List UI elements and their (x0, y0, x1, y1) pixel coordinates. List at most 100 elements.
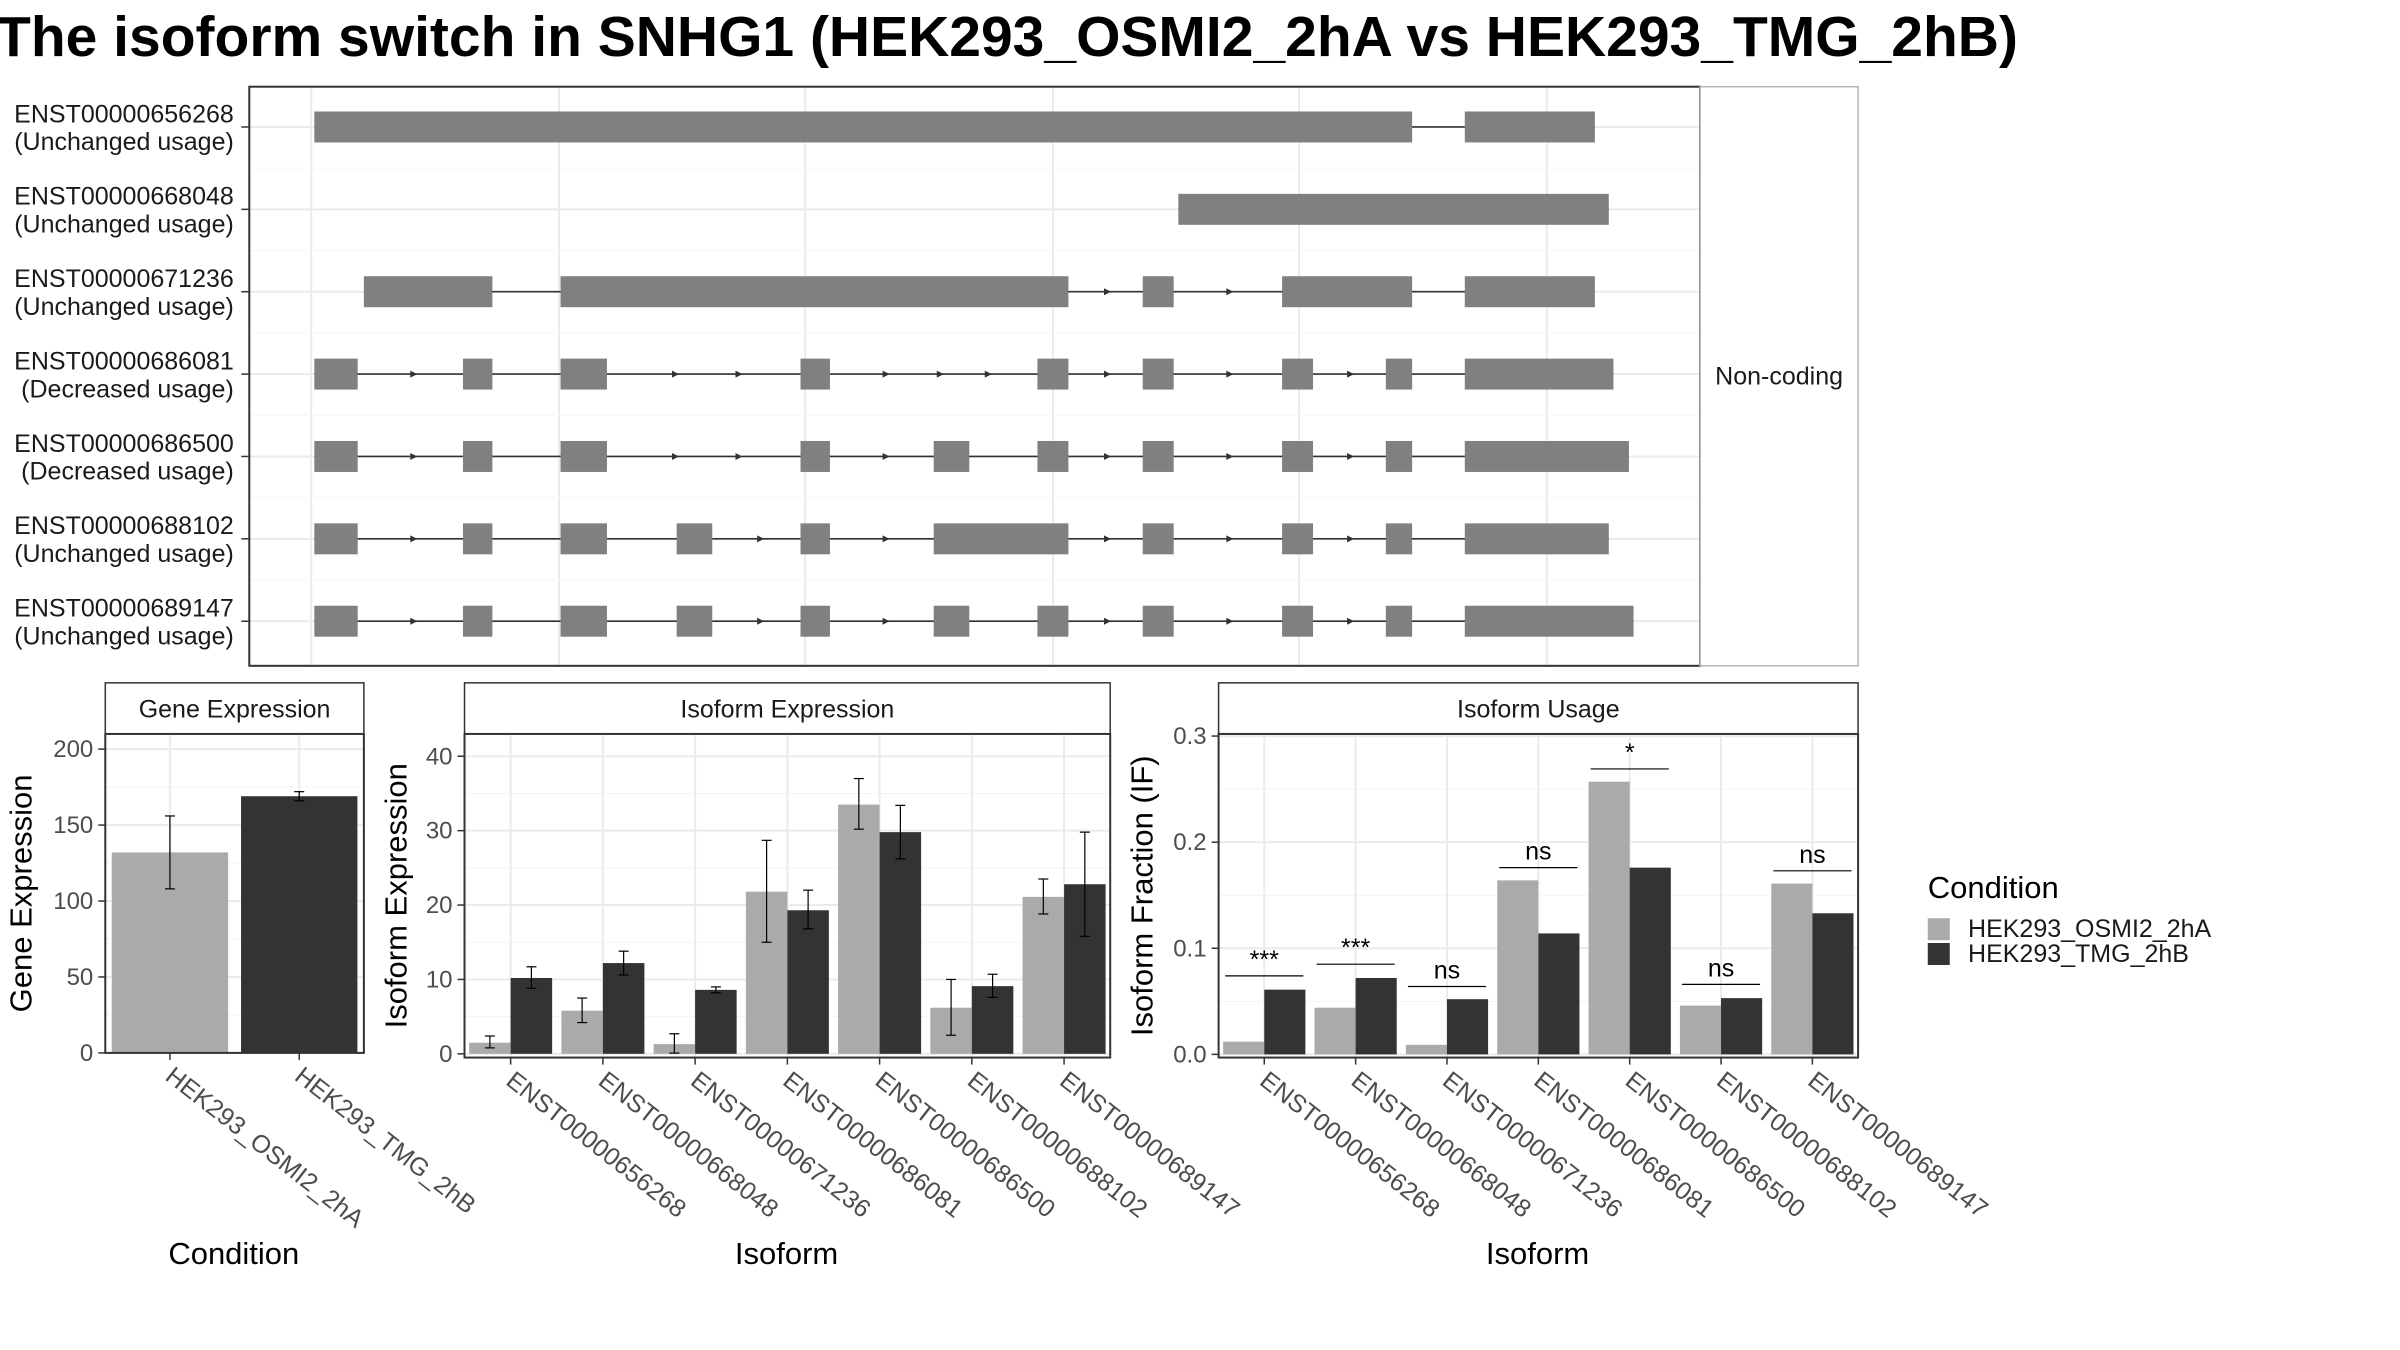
exon-block (363, 276, 493, 308)
intron-arrow (672, 452, 680, 460)
exon-block (314, 523, 358, 555)
intron-arrow (1226, 452, 1234, 460)
legend-label: HEK293_TMG_2hB (1968, 940, 2189, 968)
significance-label: *** (1341, 934, 1370, 962)
intron-arrow (410, 535, 418, 543)
chart-panel-1: Isoform Expression010203040ENST000006562… (378, 682, 1245, 1271)
exon-block (560, 523, 607, 555)
exon-block (1464, 111, 1595, 143)
y-axis-title: Isoform Expression (378, 763, 413, 1028)
legend-label: HEK293_OSMI2_2hA (1968, 915, 2212, 943)
significance-label: *** (1250, 946, 1279, 974)
bar (1223, 1041, 1265, 1055)
transcript-row (314, 523, 1609, 555)
legend-swatch (1927, 918, 1950, 941)
panel-strip (463, 682, 1111, 735)
significance-label: ns (1708, 954, 1734, 982)
intron-arrow (1226, 535, 1234, 543)
intron-arrow (1104, 452, 1112, 460)
transcript-usage-label: (Unchanged usage) (14, 128, 234, 156)
transcript-usage-label: (Decreased usage) (21, 458, 234, 486)
intron-arrow (936, 370, 944, 378)
intron-arrow (1226, 288, 1234, 296)
y-tick-label: 30 (426, 818, 453, 845)
intron-arrow (672, 370, 680, 378)
exon-block (462, 523, 493, 555)
intron-arrow (882, 535, 890, 543)
intron-arrow (410, 370, 418, 378)
panel-strip-title: Isoform Usage (1457, 695, 1620, 723)
bar (1264, 989, 1306, 1055)
exon-block (1282, 440, 1314, 472)
transcript-id-label: ENST00000686081 (14, 347, 234, 375)
bar (1538, 933, 1580, 1055)
panel-strip-title: Isoform Expression (680, 695, 894, 723)
intron-arrow (410, 617, 418, 625)
chart-panel-2: Isoform Usage0.00.10.20.3ENST00000656268… (1125, 682, 1993, 1271)
bar (1679, 1005, 1722, 1055)
exon-block (800, 605, 830, 637)
exon-block (462, 440, 493, 472)
transcript-usage-label: (Unchanged usage) (14, 622, 234, 650)
exon-block (1385, 523, 1413, 555)
transcript-id-label: ENST00000688102 (14, 512, 234, 540)
exon-block (1037, 440, 1069, 472)
exon-block (560, 440, 607, 472)
exon-block (1142, 358, 1174, 390)
intron-arrow (1347, 535, 1355, 543)
y-tick-label: 0.2 (1173, 829, 1206, 856)
exon-block (1385, 358, 1413, 390)
significance-label: ns (1799, 841, 1825, 869)
intron-arrow (1104, 288, 1112, 296)
bar (510, 977, 553, 1054)
exon-block (314, 111, 1413, 143)
intron-arrow (1104, 535, 1112, 543)
intron-arrow (882, 452, 890, 460)
legend-swatch (1927, 942, 1950, 965)
exon-block (1282, 605, 1314, 637)
intron-arrow (1347, 370, 1355, 378)
x-axis-title: Condition (168, 1236, 299, 1271)
transcript-usage-label: (Decreased usage) (21, 375, 234, 403)
exon-block (933, 523, 1069, 555)
bar (695, 989, 737, 1054)
intron-arrow (735, 452, 743, 460)
transcript-id-label: ENST00000686500 (14, 430, 234, 458)
panel-strip-title: Gene Expression (139, 695, 331, 723)
exon-block (800, 440, 830, 472)
transcript-row (363, 276, 1595, 308)
exon-block (1142, 605, 1174, 637)
exon-block (933, 440, 970, 472)
panel-strip (104, 682, 365, 735)
exon-block (462, 358, 493, 390)
intron-arrow (1347, 617, 1355, 625)
transcript-usage-label: (Unchanged usage) (14, 540, 234, 568)
exon-block (1282, 523, 1314, 555)
intron-arrow (984, 370, 992, 378)
exon-block (560, 358, 607, 390)
y-tick-label: 150 (53, 812, 93, 839)
exon-block (1142, 276, 1174, 308)
y-tick-label: 50 (67, 964, 94, 991)
y-tick-label: 40 (426, 743, 453, 770)
intron-arrow (1104, 617, 1112, 625)
transcript-row (314, 358, 1614, 390)
exon-block (933, 605, 970, 637)
intron-arrow (1347, 452, 1355, 460)
intron-arrow (1226, 617, 1234, 625)
transcript-id-label: ENST00000671236 (14, 265, 234, 293)
exon-block (676, 523, 713, 555)
transcript-row (314, 111, 1595, 143)
x-axis-title: Isoform (735, 1236, 838, 1271)
y-tick-label: 0.1 (1173, 935, 1206, 962)
exon-block (1464, 605, 1634, 637)
bar (1721, 998, 1763, 1055)
y-tick-label: 20 (426, 892, 453, 919)
transcript-row (314, 440, 1629, 472)
significance-label: ns (1525, 838, 1551, 866)
bar (1405, 1044, 1447, 1055)
intron-arrow (735, 370, 743, 378)
y-tick-label: 10 (426, 966, 453, 993)
exon-block (462, 605, 493, 637)
